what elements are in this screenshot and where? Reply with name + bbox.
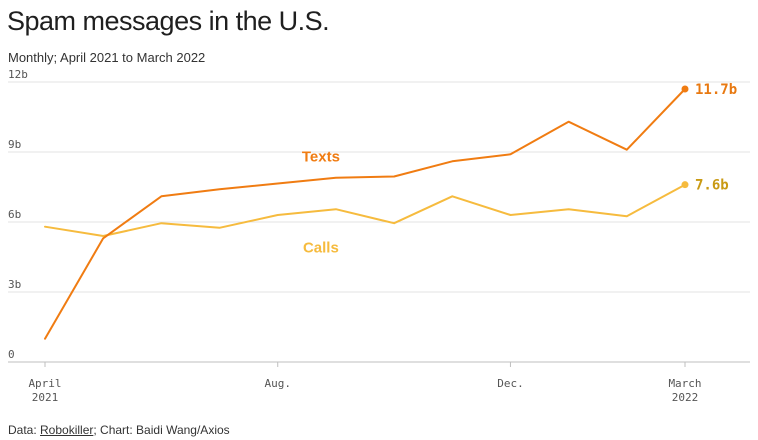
x-tick-label: 2021: [32, 391, 59, 404]
x-tick-label: Dec.: [497, 377, 524, 390]
source-link[interactable]: Robokiller: [40, 423, 94, 437]
chart-title: Spam messages in the U.S.: [7, 6, 330, 36]
y-tick-label: 9b: [8, 138, 21, 151]
series-line-calls: [44, 183, 686, 237]
y-tick-label: 3b: [8, 278, 21, 291]
y-tick-label: 0: [8, 348, 15, 361]
footer-suffix: ; Chart: Baidi Wang/Axios: [93, 423, 230, 437]
y-tick-label: 6b: [8, 208, 21, 221]
data-point-calls: [681, 181, 689, 189]
x-tick-label: April: [28, 377, 61, 390]
data-point-texts: [681, 85, 689, 93]
x-tick-label: 2022: [672, 391, 699, 404]
series-label-calls: Calls: [303, 240, 339, 257]
series-label-texts: Texts: [302, 149, 340, 166]
end-label-calls: 7.6b: [695, 178, 729, 194]
series-line-texts: [44, 88, 686, 340]
x-tick-label: March: [668, 377, 701, 390]
end-label-texts: 11.7b: [695, 82, 737, 98]
footer-credits: Data: Robokiller; Chart: Baidi Wang/Axio…: [8, 423, 230, 437]
chart-subtitle: Monthly; April 2021 to March 2022: [8, 50, 206, 65]
footer-prefix: Data:: [8, 423, 41, 437]
y-tick-label: 12b: [8, 68, 28, 81]
x-tick-label: Aug.: [264, 377, 291, 390]
